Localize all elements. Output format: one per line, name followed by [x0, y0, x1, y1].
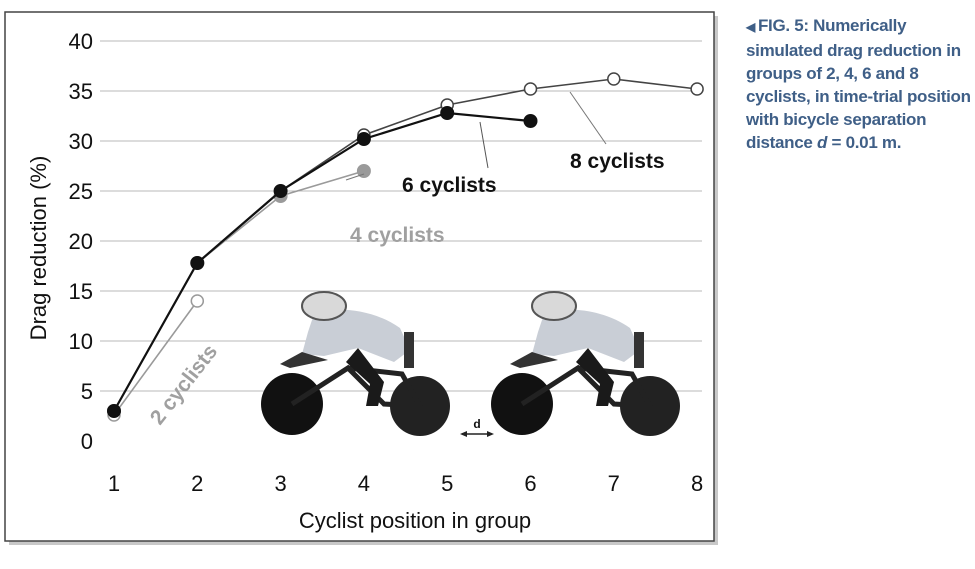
series-2-cyclists: [107, 294, 205, 422]
x-tick-label: 7: [608, 471, 620, 496]
x-tick-label: 1: [108, 471, 120, 496]
separation-arrowhead-left: [460, 431, 467, 437]
caption-equation: = 0.01 m.: [831, 133, 902, 152]
x-tick-label: 5: [441, 471, 453, 496]
caption-prefix: FIG. 5:: [757, 16, 809, 35]
data-point-6-cyclists: [273, 184, 288, 198]
grid-lines: [100, 40, 702, 392]
cyclist-right: [491, 291, 680, 436]
data-point-6-cyclists: [190, 256, 205, 270]
series-lines: [107, 72, 704, 422]
x-tick-label: 8: [691, 471, 703, 496]
y-tick-label: 35: [69, 79, 93, 104]
caption-variable: d: [817, 133, 828, 152]
data-point-8-cyclists: [523, 82, 538, 96]
y-tick-label: 20: [69, 229, 93, 254]
y-tick-label: 40: [69, 29, 93, 54]
data-point-4-cyclists: [356, 164, 371, 178]
y-tick-label: 0: [81, 429, 93, 454]
leader-4-cyclists: [345, 173, 365, 181]
y-tick-label: 30: [69, 129, 93, 154]
x-tick-label: 4: [358, 471, 370, 496]
series-line-2-cyclists: [113, 300, 198, 416]
x-tick-label: 6: [524, 471, 536, 496]
cyclist-left: [261, 291, 450, 436]
data-point-6-cyclists: [523, 114, 538, 128]
leader-8-cyclists: [569, 91, 607, 145]
label-8-cyclists: 8 cyclists: [570, 150, 665, 173]
plot-frame: [4, 11, 715, 542]
caption-arrow-icon: ◀: [746, 20, 755, 34]
data-point-6-cyclists: [356, 132, 371, 146]
y-tick-label: 5: [81, 379, 93, 404]
axis-ticks: 0 5 10 15 20 25 30 35 40 1 2 3 4 5 6 7 8: [69, 29, 704, 496]
separation-arrowhead-right: [487, 431, 494, 437]
leader-6-cyclists: [479, 121, 489, 169]
y-axis-title: Drag reduction (%): [26, 156, 51, 341]
caption-text: Numerically simulated drag reduction in …: [746, 16, 971, 152]
data-point-6-cyclists: [107, 404, 121, 418]
data-point-2-cyclists: [190, 294, 205, 308]
x-axis-title: Cyclist position in group: [299, 508, 531, 533]
x-tick-label: 3: [274, 471, 286, 496]
x-tick-label: 2: [191, 471, 203, 496]
data-point-8-cyclists: [690, 82, 704, 96]
separation-label: d: [473, 417, 480, 431]
label-4-cyclists: 4 cyclists: [350, 224, 445, 247]
cyclist-photo: d: [261, 291, 680, 437]
y-tick-label: 25: [69, 179, 93, 204]
series-6-cyclists: [107, 106, 538, 418]
figure-caption: ◀ FIG. 5: Numerically simulated drag redu…: [746, 14, 972, 154]
data-point-8-cyclists: [607, 72, 621, 86]
y-tick-label: 10: [69, 329, 93, 354]
data-point-6-cyclists: [440, 106, 455, 120]
series-line-6-cyclists: [113, 111, 531, 412]
y-tick-label: 15: [69, 279, 93, 304]
label-6-cyclists: 6 cyclists: [402, 174, 497, 197]
